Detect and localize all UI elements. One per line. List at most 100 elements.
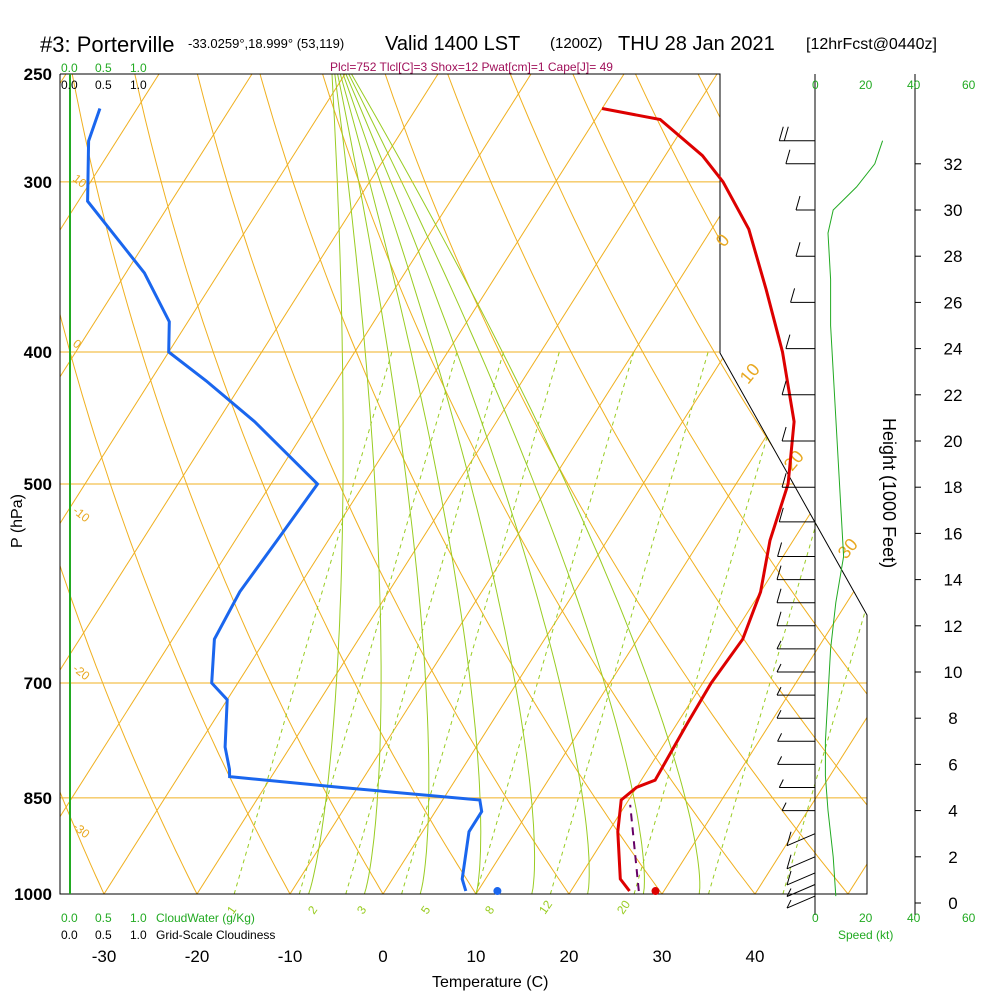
dewpoint-line	[86, 108, 484, 892]
pressure-tick-label: 300	[24, 173, 52, 192]
wind-barb-flag	[795, 242, 801, 257]
dry-adiabat-line	[252, 74, 663, 894]
wind-barb-flag	[781, 802, 787, 811]
wind-barb-flag	[795, 195, 801, 211]
mixing-ratio-label: 8	[482, 903, 497, 917]
moist-adiabat-line	[331, 74, 382, 894]
dry-adiabat-line	[624, 74, 867, 894]
cloudiness-tick-0: 0.0	[61, 78, 78, 92]
surface-dewpoint-marker	[493, 887, 502, 896]
speed-tick-bottom-0: 0	[812, 911, 819, 925]
height-tick-label: 4	[948, 802, 957, 821]
isotherm-line	[754, 74, 867, 894]
background-lines	[0, 50, 867, 894]
dry-adiabat-line	[314, 74, 756, 894]
wind-barb-flag	[776, 611, 782, 626]
speed-scale: 0 20 40 60 0 20 40 60 Speed (kt)	[812, 78, 976, 942]
moist-adiabat-line	[337, 74, 701, 894]
mixing-ratio-label: 2	[305, 903, 320, 917]
moist-adiabat-line	[334, 74, 536, 894]
mixing-ratio-line	[782, 351, 867, 894]
temperature-tick-label: 30	[653, 947, 672, 966]
moist-adiabat-line	[336, 74, 645, 894]
theta-e-label: 30	[834, 534, 862, 562]
theta-label: -20	[70, 661, 93, 683]
theta-label: -30	[70, 819, 93, 841]
height-tick-label: 18	[944, 478, 963, 497]
height-tick-label: 12	[944, 617, 963, 636]
height-tick-label: 20	[944, 432, 963, 451]
dry-adiabat-line	[562, 74, 867, 894]
dry-adiabat-line	[500, 74, 867, 894]
theta-e-label: 0	[712, 230, 734, 251]
wind-barb-flag	[777, 733, 783, 742]
mixing-ratio-line	[708, 351, 867, 894]
wind-barb-flag	[786, 899, 792, 909]
moist-adiabat-line	[332, 74, 430, 894]
mixing-ratio-line	[549, 351, 709, 894]
cloudiness-tick-bottom-1: 0.5	[95, 928, 112, 942]
mixing-ratio-label: 5	[418, 903, 433, 917]
moist-adiabat-line	[333, 74, 482, 894]
parcel-line	[629, 804, 640, 892]
mixing-ratio-line	[298, 351, 458, 894]
wind-barb-flag	[778, 779, 784, 788]
cloudwater-tick-bottom-2: 1.0	[130, 911, 147, 925]
moist-adiabat-line	[335, 74, 590, 894]
dry-adiabat-line	[376, 74, 849, 894]
dry-adiabat-line	[438, 74, 867, 894]
speed-tick-top-2: 40	[907, 78, 921, 92]
cloudwater-tick-bottom-0: 0.0	[61, 911, 78, 925]
dry-adiabat-line	[747, 74, 867, 894]
theta-e-label: 10	[736, 359, 764, 387]
theta-label: -10	[70, 503, 93, 525]
wind-barb-flag	[777, 542, 783, 557]
theta-e-label: 20	[780, 446, 808, 474]
wind-barb-flag	[781, 426, 787, 442]
stability-indices: Plcl=752 Tlcl[C]=3 Shox=12 Pwat[cm]=1 Ca…	[330, 60, 613, 74]
station-coords: -33.0259°,18.999° (53,119)	[188, 36, 344, 51]
wind-barb-flag	[785, 334, 791, 349]
wind-barb	[786, 856, 816, 870]
forecast-info: [12hrFcst@0440z]	[806, 36, 937, 53]
valid-time: Valid 1400 LST	[385, 33, 520, 55]
temperature-tick-label: 0	[378, 947, 387, 966]
mixing-ratio-line	[345, 351, 504, 894]
dry-adiabat-line	[60, 74, 105, 894]
wind-barb-flag	[776, 565, 782, 580]
wind-barb	[786, 833, 816, 847]
height-tick-label: 28	[944, 247, 963, 266]
wind-barb-flag	[783, 126, 789, 141]
temperature-tick-label: -30	[92, 947, 117, 966]
wind-barb-flag	[776, 686, 782, 696]
dry-adiabat-line	[0, 50, 11, 894]
height-tick-label: 6	[948, 755, 957, 774]
height-tick-label: 16	[944, 524, 963, 543]
cloud-scales: 0.0 0.5 1.0 0.0 0.5 1.0 0.0 0.5 1.0 Clou…	[61, 61, 275, 942]
wind-barb-flag	[786, 870, 792, 886]
dry-adiabat-line	[60, 74, 198, 894]
x-axis-label: Temperature (C)	[432, 974, 548, 991]
dry-adiabat-line	[67, 74, 384, 894]
speed-tick-top-0: 0	[812, 78, 819, 92]
station-title: #3: Porterville	[40, 32, 175, 57]
height-tick-label: 26	[944, 293, 963, 312]
height-axis-label: Height (1000 Feet)	[879, 418, 899, 568]
wind-barb-flag	[786, 854, 792, 869]
temperature-tick-label: 20	[560, 947, 579, 966]
height-tick-label: 0	[948, 894, 957, 913]
mixing-ratio-label: 3	[354, 903, 369, 917]
wind-barb-flag	[778, 126, 784, 141]
wind-barb	[786, 895, 816, 909]
pressure-tick-label: 850	[24, 789, 52, 808]
isotherm-line	[60, 74, 253, 894]
cloudiness-tick-bottom-0: 0.0	[61, 928, 78, 942]
temperature-tick-label: 40	[746, 947, 765, 966]
wind-barb-flag	[786, 831, 792, 846]
cloudwater-label: CloudWater (g/Kg)	[156, 911, 255, 925]
cloudiness-tick-bottom-2: 1.0	[130, 928, 147, 942]
mixing-ratio-label: 20	[614, 897, 633, 916]
title-bar: #3: Porterville -33.0259°,18.999° (53,11…	[40, 32, 937, 74]
mixing-ratio-label: 12	[536, 897, 555, 916]
height-tick-label: 2	[948, 848, 957, 867]
